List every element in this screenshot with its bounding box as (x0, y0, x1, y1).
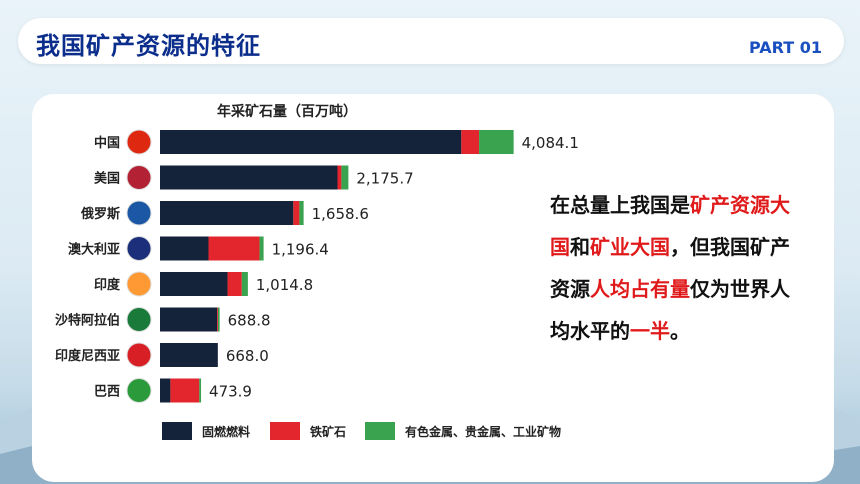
note-text: 仅为世界人均 (550, 277, 790, 343)
flag-icon (126, 342, 152, 368)
legend-swatch (162, 422, 192, 440)
note-text: 在总量上我国是 (550, 193, 690, 217)
highlight-text: 人均 (590, 277, 630, 301)
total-label: 4,084.1 (522, 134, 579, 152)
note-text: 但我国矿产资源 (550, 235, 790, 301)
highlight-text: 资源大国 (550, 193, 790, 259)
flag-icon (126, 271, 152, 297)
category-label: 巴西 (94, 385, 120, 400)
flag-icon (126, 307, 152, 332)
legend-label: 有色金属、贵金属、工业矿物 (405, 424, 561, 439)
bar-segment (218, 307, 220, 332)
bar-segment (160, 201, 294, 225)
legend-swatch (365, 422, 395, 440)
total-label: 2,175.7 (356, 170, 413, 188)
total-label: 1,658.6 (312, 205, 369, 223)
legend-label: 固燃燃料 (202, 424, 250, 439)
legend-swatch (270, 422, 300, 440)
bar-segment (461, 130, 480, 154)
bar-chart: 年采矿石量（百万吨） 中国 4,084.1 美国 2,175.7 俄罗斯 1,658.6 澳大… (55, 103, 579, 440)
flag-icon (126, 165, 152, 190)
summary-note: 在总量上我国是矿产资源大国和矿业大国，但我国矿产资源人均占有量仅为世界人均水平的… (550, 184, 800, 352)
flag-icon (126, 200, 152, 226)
flag-icon (126, 236, 152, 261)
bar-segment (160, 307, 218, 332)
category-label: 澳大利亚 (68, 242, 120, 258)
bar-segment (208, 236, 260, 261)
bar-segment (160, 165, 338, 190)
page-title: 我国矿产资源的特征 (36, 32, 261, 60)
note-text: ， (670, 235, 690, 259)
category-label: 印度 (94, 277, 121, 293)
bar-segment (160, 272, 228, 296)
bar-segment (479, 130, 514, 154)
content-card: 年采矿石量（百万吨） 中国 4,084.1 美国 2,175.7 俄罗斯 1,658.6 澳大… (32, 94, 834, 482)
bar-segment (293, 201, 300, 225)
part-label: PART 01 (749, 38, 822, 57)
highlight-text: 一半 (630, 319, 670, 343)
bar-segment (160, 378, 171, 403)
bar-segment (227, 272, 242, 296)
flag-icon (126, 378, 152, 403)
highlight-text: 矿产 (690, 193, 730, 217)
flag-icon (126, 129, 152, 155)
total-label: 688.8 (228, 312, 271, 330)
header-bar: 我国矿产资源的特征 PART 01 (18, 18, 844, 64)
bar-segment (341, 165, 349, 190)
note-text: 水平的 (570, 319, 630, 343)
category-label: 美国 (94, 171, 120, 187)
bar-segment (160, 236, 209, 261)
total-label: 668.0 (226, 347, 269, 365)
total-label: 473.9 (209, 383, 252, 401)
category-label: 中国 (94, 135, 120, 151)
bar-segment (337, 165, 342, 190)
bar-segment (259, 236, 264, 261)
highlight-text: 矿业大国 (590, 235, 670, 259)
bar-segment (160, 343, 218, 367)
category-label: 印度尼西亚 (55, 348, 120, 364)
bar-segment (217, 307, 219, 332)
category-label: 俄罗斯 (80, 206, 120, 222)
total-label: 1,014.8 (256, 276, 313, 294)
total-label: 1,196.4 (272, 241, 329, 259)
bar-segment (299, 201, 304, 225)
category-label: 沙特阿拉伯 (55, 313, 120, 329)
legend-label: 铁矿石 (310, 424, 346, 439)
highlight-text: 占有量 (630, 277, 690, 301)
bar-segment (160, 130, 462, 154)
note-text: 。 (670, 319, 690, 343)
bar-segment (199, 378, 202, 403)
bar-segment (170, 378, 200, 403)
note-text: 和 (570, 235, 590, 259)
chart-title: 年采矿石量（百万吨） (217, 103, 357, 120)
bar-segment (241, 272, 248, 296)
